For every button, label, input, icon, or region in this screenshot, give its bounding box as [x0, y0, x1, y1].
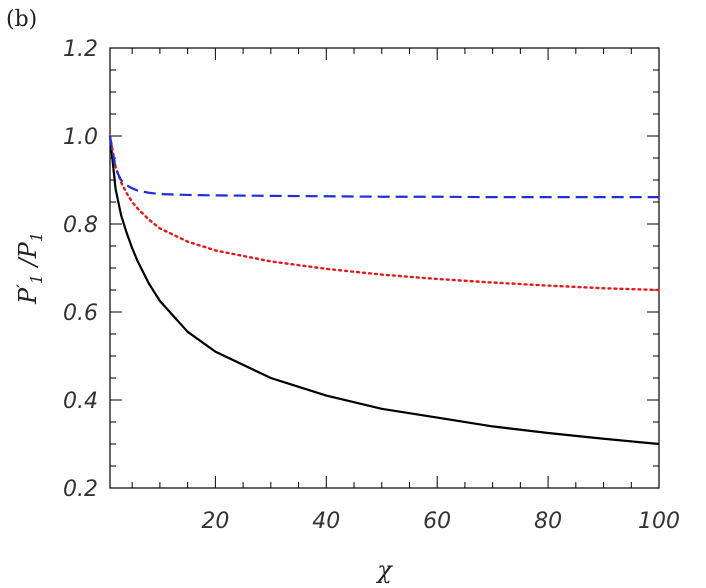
- x-tick-label: 60: [423, 509, 451, 534]
- series-layer: [108, 134, 661, 446]
- x-tick-label: 80: [534, 509, 562, 534]
- y-axis-title-slash: /P: [14, 241, 42, 274]
- panel-label: (b): [6, 7, 37, 32]
- y-axis-title-p: P: [14, 287, 42, 305]
- series-line-dashed: [108, 135, 659, 199]
- x-axis-title: χ: [375, 556, 393, 584]
- x-tick-label: 40: [312, 509, 340, 534]
- x-tick-label: 100: [638, 509, 680, 534]
- series-line-dotted: [108, 134, 661, 292]
- y-axis-title: P′1 /P1: [13, 232, 46, 305]
- y-tick-label: 0.4: [63, 389, 98, 414]
- y-tick-label: 0.6: [63, 301, 98, 326]
- y-tick-label: 0.2: [63, 477, 98, 502]
- y-tick-label: 1.0: [63, 125, 98, 150]
- y-axis-title-sub1: 1: [27, 274, 46, 284]
- x-tick-labels: 20 40 60 80 100: [201, 509, 680, 534]
- y-tick-label: 0.8: [63, 213, 98, 238]
- x-tick-label: 20: [201, 509, 229, 534]
- series-line-solid: [108, 135, 660, 446]
- axis-ticks: [110, 47, 660, 489]
- plot-border: [109, 47, 660, 489]
- plot-frame: [109, 47, 660, 489]
- y-axis-title-sub2: 1: [27, 232, 46, 242]
- y-axis-title-prime: ′: [13, 284, 32, 288]
- y-tick-labels: 0.2 0.4 0.6 0.8 1.0 1.2: [63, 37, 98, 502]
- y-tick-label: 1.2: [63, 37, 98, 62]
